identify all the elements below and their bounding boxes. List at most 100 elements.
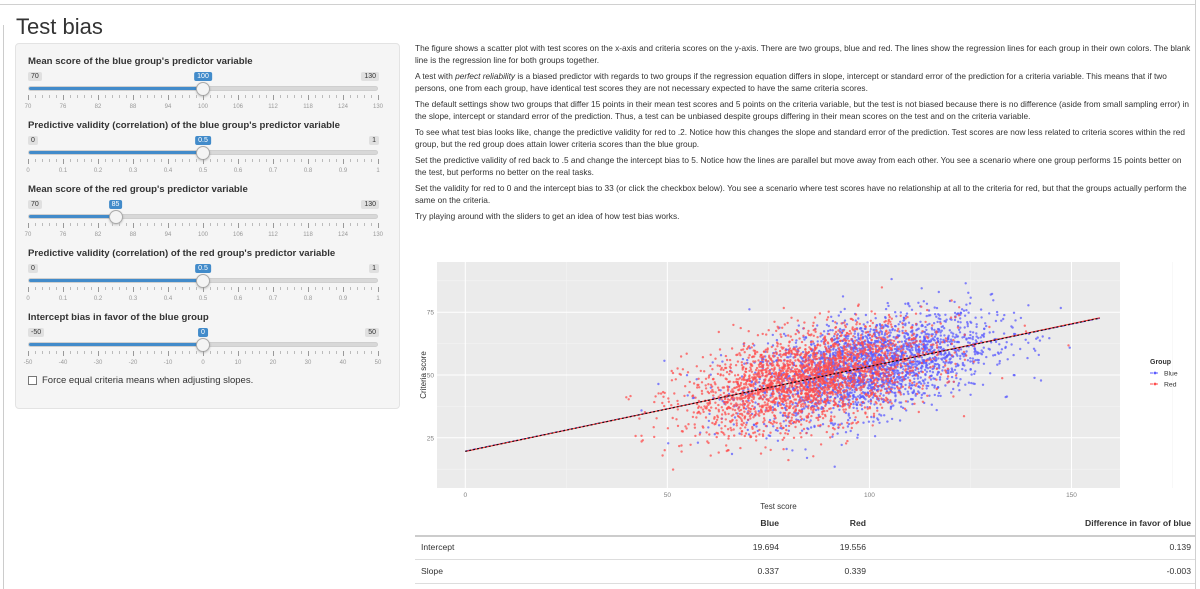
data-point <box>882 385 885 388</box>
equal-means-checkbox-row[interactable]: Force equal criteria means when adjustin… <box>28 375 253 386</box>
data-point <box>661 454 664 457</box>
slider-track[interactable] <box>28 210 378 224</box>
y-tick-label: 50 <box>427 373 435 380</box>
data-point <box>1027 341 1030 344</box>
slider-handle[interactable] <box>196 146 210 160</box>
data-point <box>709 454 712 457</box>
slider-ticks: 70 76 82 88 94 100 106 112 118 124 130 <box>25 223 383 238</box>
slider-handle[interactable] <box>196 274 210 288</box>
data-point <box>884 319 887 323</box>
data-point <box>961 361 965 365</box>
data-point <box>909 387 913 390</box>
slider-tick <box>70 95 71 98</box>
data-point <box>800 391 803 395</box>
data-point <box>831 435 834 438</box>
slider-handle[interactable] <box>109 210 123 224</box>
data-point <box>785 408 788 411</box>
data-point <box>771 395 774 398</box>
slider-tick <box>315 351 316 354</box>
slider-tick <box>273 159 274 164</box>
data-point <box>908 305 911 308</box>
data-point <box>971 335 975 339</box>
data-point <box>933 362 936 366</box>
data-point <box>994 340 998 344</box>
data-point <box>856 436 859 439</box>
equal-means-checkbox[interactable] <box>28 376 37 385</box>
data-point <box>717 424 721 427</box>
data-point <box>951 370 955 373</box>
slider-handle[interactable] <box>196 82 210 96</box>
data-point <box>663 449 666 452</box>
data-point <box>904 350 907 353</box>
data-point <box>912 341 915 345</box>
data-point <box>808 400 812 404</box>
data-point <box>837 426 840 429</box>
data-point <box>969 360 972 363</box>
slider-handle[interactable] <box>196 338 210 352</box>
data-point <box>937 349 940 352</box>
data-point <box>863 342 867 346</box>
data-point <box>801 385 804 388</box>
data-point <box>982 346 985 349</box>
data-point <box>900 405 903 408</box>
data-point <box>928 394 931 397</box>
data-point <box>784 387 787 390</box>
slider-tick-label: 0.6 <box>233 168 243 174</box>
data-point <box>833 422 837 425</box>
slider-track[interactable] <box>28 274 378 288</box>
data-point <box>775 329 778 333</box>
data-point <box>812 357 816 360</box>
data-point <box>805 398 808 402</box>
data-point <box>921 400 925 403</box>
slider-tick <box>77 223 78 226</box>
slider-track[interactable] <box>28 82 378 96</box>
slider-value-label: 0.5 <box>195 136 211 145</box>
data-point <box>861 330 865 333</box>
slider-tick <box>56 287 57 290</box>
slider-tick-label: 106 <box>232 232 244 238</box>
data-point <box>735 422 738 425</box>
slider-tick <box>364 351 365 354</box>
data-point <box>716 364 719 367</box>
data-point <box>890 277 893 281</box>
data-point <box>746 358 749 362</box>
data-point <box>782 436 786 439</box>
slider-tick <box>231 159 232 162</box>
slider-tick <box>182 159 183 162</box>
data-point <box>788 384 792 387</box>
data-point <box>828 401 831 405</box>
slider-tick <box>63 159 64 164</box>
data-point <box>842 426 845 429</box>
data-point <box>866 378 869 382</box>
data-point <box>784 432 787 435</box>
data-point <box>838 348 841 351</box>
slider-tick <box>140 287 141 290</box>
data-point <box>797 331 801 334</box>
slider-tick <box>70 287 71 290</box>
data-point <box>955 340 959 344</box>
data-point <box>834 388 837 391</box>
slider-track[interactable] <box>28 338 378 352</box>
data-point <box>711 421 714 425</box>
data-point <box>764 371 768 374</box>
data-point <box>886 391 890 394</box>
data-point <box>917 362 920 366</box>
slider-tick <box>245 159 246 162</box>
data-point <box>662 395 665 398</box>
slider-track[interactable] <box>28 146 378 160</box>
slider-tick <box>140 159 141 162</box>
data-point <box>963 326 966 329</box>
data-point <box>740 375 744 378</box>
data-point <box>640 434 643 437</box>
data-point <box>757 359 760 362</box>
data-point <box>792 413 795 417</box>
data-point <box>890 367 893 370</box>
data-point <box>710 390 713 393</box>
data-point <box>861 362 864 365</box>
data-point <box>695 416 698 419</box>
data-point <box>954 316 957 319</box>
data-point <box>882 383 885 386</box>
data-point <box>923 382 926 385</box>
data-point <box>955 335 958 338</box>
data-point <box>924 378 927 381</box>
